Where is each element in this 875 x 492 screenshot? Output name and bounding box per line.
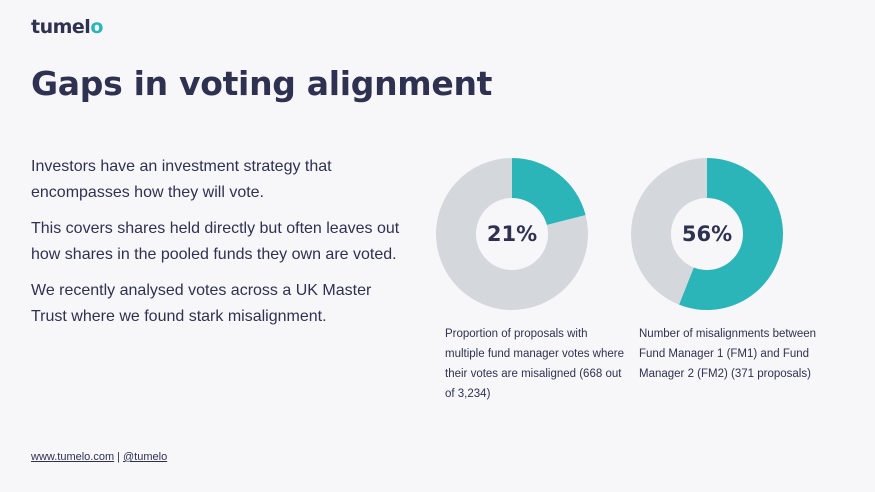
donut-1-slice-misaligned bbox=[512, 158, 586, 226]
footer-separator: | bbox=[117, 451, 120, 463]
donut-chart-misaligned-proportion: 21% bbox=[436, 158, 588, 310]
donut-1-caption: Proportion of proposals with multiple fu… bbox=[445, 328, 624, 400]
tumelo-logo: tumelo bbox=[31, 16, 103, 38]
footer: www.tumelo.com | @tumelo bbox=[31, 451, 167, 463]
intro-text: Investors have an investment strategy th… bbox=[31, 154, 401, 340]
logo-accent: o bbox=[90, 16, 103, 38]
paragraph-2: This covers shares held directly but oft… bbox=[31, 220, 400, 263]
donut-chart-fm-misalignments: 56% bbox=[631, 158, 783, 310]
logo-text: tumel bbox=[31, 16, 91, 38]
donut-1-slice-remaining bbox=[436, 158, 588, 310]
donut-2-slice-misaligned bbox=[679, 158, 783, 310]
donut-2-center-label: 56% bbox=[681, 222, 733, 246]
donut-1-center-label: 21% bbox=[486, 222, 538, 246]
paragraph-1: Investors have an investment strategy th… bbox=[31, 158, 332, 201]
donut-2-slice-remaining bbox=[631, 158, 707, 305]
page-title: Gaps in voting alignment bbox=[31, 64, 493, 103]
website-link[interactable]: www.tumelo.com bbox=[31, 451, 115, 463]
paragraph-3: We recently analysed votes across a UK M… bbox=[31, 282, 372, 325]
social-handle-link[interactable]: @tumelo bbox=[123, 451, 168, 463]
donut-2-caption: Number of misalignments between Fund Man… bbox=[639, 328, 817, 380]
